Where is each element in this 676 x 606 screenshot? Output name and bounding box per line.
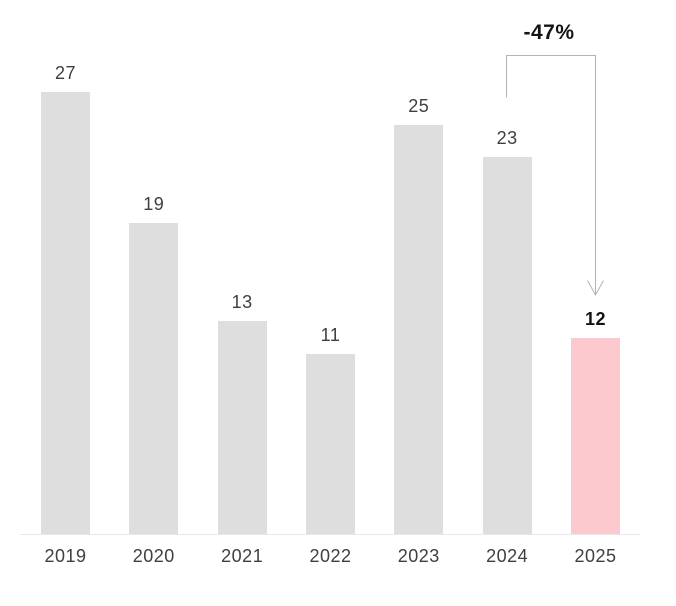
x-tick-2019: 2019 — [44, 546, 87, 566]
value-label-2020: 19 — [143, 194, 165, 214]
bar-2022 — [306, 354, 355, 534]
x-tick-2023: 2023 — [397, 546, 440, 566]
x-tick-2021: 2021 — [221, 546, 264, 566]
x-tick-2024: 2024 — [486, 546, 529, 566]
value-label-2022: 11 — [320, 325, 341, 345]
x-axis-line — [20, 534, 640, 535]
x-tick-2025: 2025 — [574, 546, 617, 566]
value-label-2021: 13 — [231, 292, 253, 312]
bar-2024 — [482, 157, 532, 534]
bar-2021 — [217, 321, 267, 534]
decrease-annotation-label: -47% — [523, 21, 575, 44]
bar-2023 — [394, 125, 444, 534]
value-label-2023: 25 — [408, 96, 430, 116]
value-label-2025: 12 — [584, 309, 607, 329]
value-label-2024: 23 — [496, 128, 518, 148]
x-tick-2020: 2020 — [132, 546, 175, 566]
value-label-2019: 27 — [54, 63, 77, 83]
bar-2025 — [571, 338, 620, 534]
bar-2019 — [41, 92, 90, 534]
x-tick-2022: 2022 — [309, 546, 352, 566]
arrow-head-icon — [587, 280, 604, 297]
bar-2020 — [129, 223, 179, 534]
